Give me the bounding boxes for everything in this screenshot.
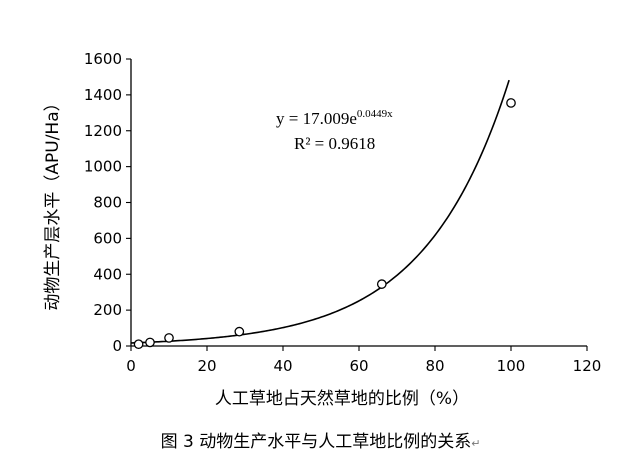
y-tick-label: 1600 <box>84 50 122 68</box>
y-tick-label: 200 <box>93 301 122 319</box>
y-tick-label: 0 <box>112 337 122 355</box>
data-point <box>133 339 144 350</box>
trendline-group <box>130 79 510 344</box>
trend-equation-main: y = 17.009e <box>276 109 357 128</box>
y-tick-label: 1200 <box>84 122 122 140</box>
data-point <box>164 333 174 343</box>
x-tick-label: 60 <box>349 357 368 375</box>
trend-equation: y = 17.009e0.0449x <box>276 108 393 128</box>
scatter-chart-svg: 0 200 400 600 800 1000 1200 1400 1600 0 20 40 60 80 10… <box>43 50 602 409</box>
x-tick-label: 20 <box>197 357 216 375</box>
y-tick-label: 400 <box>93 265 122 283</box>
data-point <box>506 98 516 108</box>
axes: 0 200 400 600 800 1000 1200 1400 1600 0 20 40 60 80 10… <box>84 50 602 375</box>
y-tick-label: 1400 <box>84 86 122 104</box>
x-axis-title: 人工草地占天然草地的比例（%） <box>215 389 469 409</box>
r-squared-label: R² = 0.9618 <box>294 134 375 153</box>
x-tick-label: 100 <box>497 357 526 375</box>
y-tick-label: 800 <box>93 194 122 212</box>
data-point <box>145 337 155 348</box>
trend-equation-exponent: 0.0449x <box>357 108 393 120</box>
figure-caption: 图 3 动物生产水平与人工草地比例的关系↵ <box>0 427 641 452</box>
axis-labels: 人工草地占天然草地的比例（%） 动物生产层水平（APU/Ha） <box>43 94 469 409</box>
y-tick-label: 600 <box>93 229 122 247</box>
x-tick-label: 120 <box>573 357 602 375</box>
x-tick-label: 80 <box>425 357 444 375</box>
data-point <box>234 326 245 337</box>
paragraph-mark-icon: ↵ <box>471 437 481 450</box>
y-tick-label: 1000 <box>84 158 122 176</box>
data-points <box>133 98 516 350</box>
x-tick-label: 40 <box>273 357 292 375</box>
equation-annotation: y = 17.009e0.0449x R² = 0.9618 <box>276 108 393 153</box>
x-tick-label: 0 <box>126 357 136 375</box>
data-point <box>376 279 387 289</box>
figure-caption-text: 图 3 动物生产水平与人工草地比例的关系 <box>160 432 472 452</box>
y-axis-title: 动物生产层水平（APU/Ha） <box>43 94 63 310</box>
chart: 0 200 400 600 800 1000 1200 1400 1600 0 20 40 60 80 10… <box>43 50 602 409</box>
exponential-trendline <box>130 79 510 344</box>
